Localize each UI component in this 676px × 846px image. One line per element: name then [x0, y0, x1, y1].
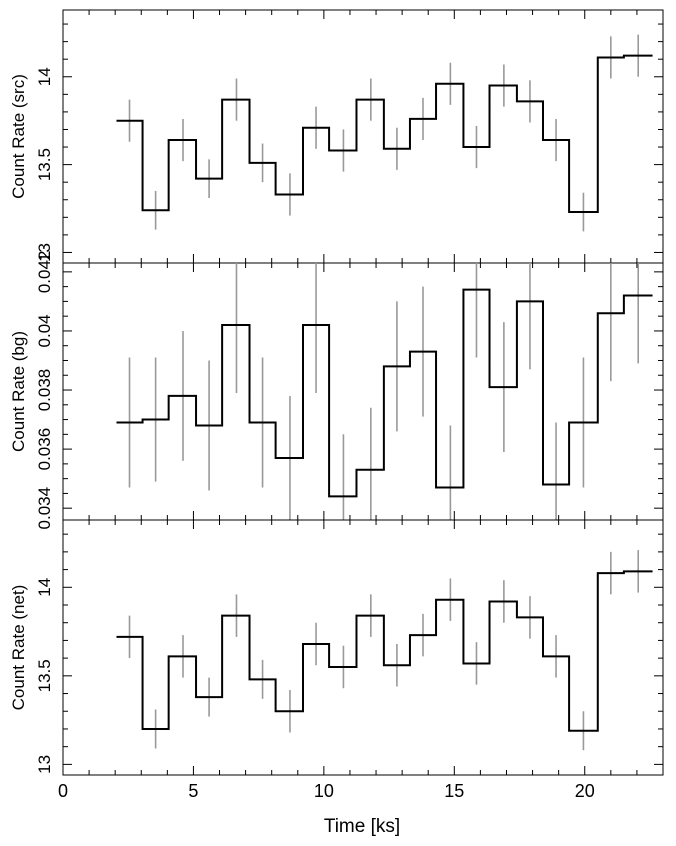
- x-tick-label: 10: [314, 781, 334, 801]
- y-tick-label: 14: [35, 67, 54, 86]
- x-tick-label: 5: [188, 781, 198, 801]
- x-tick-label: 20: [575, 781, 595, 801]
- plot-frame: [62, 9, 664, 264]
- x-axis-label: Time [ks]: [324, 816, 400, 837]
- y-tick-label: 0.036: [35, 428, 54, 471]
- y-axis-label: Count Rate (net): [9, 585, 28, 711]
- y-tick-label: 13: [35, 243, 54, 262]
- x-tick-label: 15: [444, 781, 464, 801]
- plot-frame: [62, 519, 664, 776]
- y-axis-label: Count Rate (bg): [9, 331, 28, 452]
- y-tick-label: 13.5: [35, 148, 54, 181]
- y-axis-label: Count Rate (src): [9, 74, 28, 199]
- panel-src: 13 13.5 14 Count Rate (src): [9, 9, 664, 264]
- y-tick-label: 14: [35, 578, 54, 597]
- plot-frame: [62, 262, 664, 521]
- y-tick-label: 0.04: [35, 314, 54, 347]
- light-curve-step: [116, 288, 653, 498]
- light-curve-step: [116, 570, 653, 732]
- x-tick-label: 0: [58, 781, 68, 801]
- y-tick-label: 0.038: [35, 369, 54, 412]
- y-tick-label: 13.5: [35, 659, 54, 692]
- y-tick-label: 0.042: [35, 251, 54, 294]
- y-tick-label: 0.034: [35, 487, 54, 530]
- light-curve-step: [116, 54, 653, 214]
- y-tick-label: 13: [35, 755, 54, 774]
- panel-bg: 0.034 0.036 0.038 0.04 0.042 Count Rate (bg): [9, 251, 664, 530]
- panel-net: 13 13.5 14 Count Rate (net): [9, 519, 664, 776]
